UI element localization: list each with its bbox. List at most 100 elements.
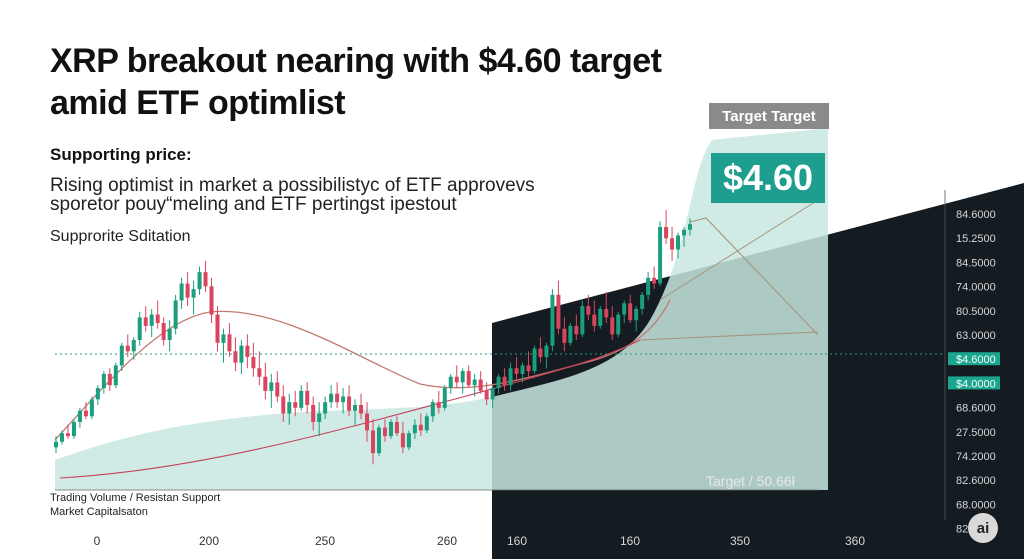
y-tick-label: 74.2000 — [956, 451, 996, 463]
candle-body — [430, 402, 435, 417]
candle — [251, 342, 256, 377]
candle-body — [406, 433, 411, 448]
candle — [430, 399, 435, 422]
candle — [167, 320, 172, 352]
candle — [688, 218, 692, 236]
candle-body — [502, 376, 507, 386]
candle-body — [335, 393, 340, 403]
candle — [412, 419, 417, 439]
candle — [400, 421, 405, 454]
candle — [472, 373, 477, 397]
candle-body — [610, 317, 615, 335]
x-tick-label: 260 — [437, 534, 457, 548]
candle — [215, 306, 220, 352]
candle — [275, 371, 280, 403]
candle — [149, 308, 154, 338]
y-tick-label: 84.6000 — [956, 209, 996, 221]
candle-body — [269, 382, 274, 391]
candle-body — [161, 323, 166, 340]
candle-body — [215, 314, 220, 343]
candle — [586, 294, 591, 321]
candle-body — [317, 413, 322, 422]
candle — [179, 277, 184, 309]
candle — [616, 311, 621, 338]
candle-body — [646, 277, 651, 295]
candle — [496, 373, 501, 394]
candle — [287, 393, 292, 425]
candle-body — [418, 424, 423, 431]
candle — [556, 280, 561, 335]
candle — [436, 390, 441, 414]
candle-body — [329, 393, 334, 403]
candle — [532, 345, 537, 374]
candle-body — [71, 421, 76, 437]
candle-body — [155, 314, 160, 324]
candle-body — [101, 373, 106, 389]
candle — [538, 337, 543, 363]
candle-body — [221, 334, 226, 343]
candle — [353, 399, 358, 425]
candle-body — [682, 229, 687, 236]
candle-body — [568, 325, 573, 343]
candle — [341, 388, 346, 414]
candle-body — [400, 433, 405, 448]
candle — [580, 300, 585, 338]
candle — [65, 424, 70, 439]
y-tick-label: 84.5000 — [956, 257, 996, 269]
candle — [652, 266, 657, 290]
candle-body — [652, 277, 657, 284]
candle-body — [598, 308, 603, 326]
candle — [113, 362, 118, 389]
candle — [454, 365, 459, 389]
candle-body — [466, 371, 471, 386]
target-tag: Target Target — [709, 103, 829, 129]
candle-body — [251, 356, 256, 369]
title-line-1: XRP breakout nearing with $4.60 target — [50, 42, 662, 80]
candle — [125, 334, 130, 357]
candle-body — [209, 286, 214, 315]
candle-body — [550, 294, 555, 346]
y-tick-label: $4.0000 — [956, 378, 996, 390]
candle — [442, 385, 447, 411]
candle — [131, 337, 136, 360]
candle — [83, 402, 88, 420]
y-tick-label: 82.6000 — [956, 475, 996, 487]
candle-body — [664, 226, 669, 239]
candle-body — [436, 402, 441, 408]
candle — [628, 294, 633, 324]
candle-body — [119, 345, 124, 366]
candle — [682, 226, 687, 247]
target-price-box: $4.60 — [711, 153, 825, 203]
candle-body — [448, 376, 453, 389]
candle — [299, 385, 304, 411]
candle — [257, 351, 262, 386]
candle — [562, 317, 567, 352]
candle-body — [478, 379, 483, 391]
y-tick-label: 68.0000 — [956, 499, 996, 511]
candle-body — [323, 402, 328, 414]
candle-body — [341, 396, 346, 403]
candle — [263, 362, 268, 400]
y-tick-label: 80.5000 — [956, 306, 996, 318]
candle-body — [616, 314, 621, 335]
candle-body — [233, 351, 238, 363]
candle-body — [640, 294, 645, 309]
footer-line-1: Trading Volume / Resistan Support — [50, 492, 221, 504]
candle-body — [125, 345, 130, 352]
candle — [670, 226, 675, 261]
candle — [143, 306, 148, 332]
candle — [371, 419, 375, 465]
candle-body — [239, 345, 244, 363]
candle — [59, 430, 64, 445]
candle-body — [484, 390, 489, 400]
candle — [281, 385, 286, 422]
candle — [424, 413, 429, 434]
candle — [95, 385, 100, 405]
candle — [173, 294, 178, 335]
projection-line-1 — [639, 331, 819, 341]
candle-body — [520, 365, 525, 374]
candle-body — [281, 396, 286, 414]
title-line-2: amid ETF optimlist — [50, 84, 346, 122]
candle-body — [89, 399, 94, 417]
candle-body — [191, 289, 196, 298]
